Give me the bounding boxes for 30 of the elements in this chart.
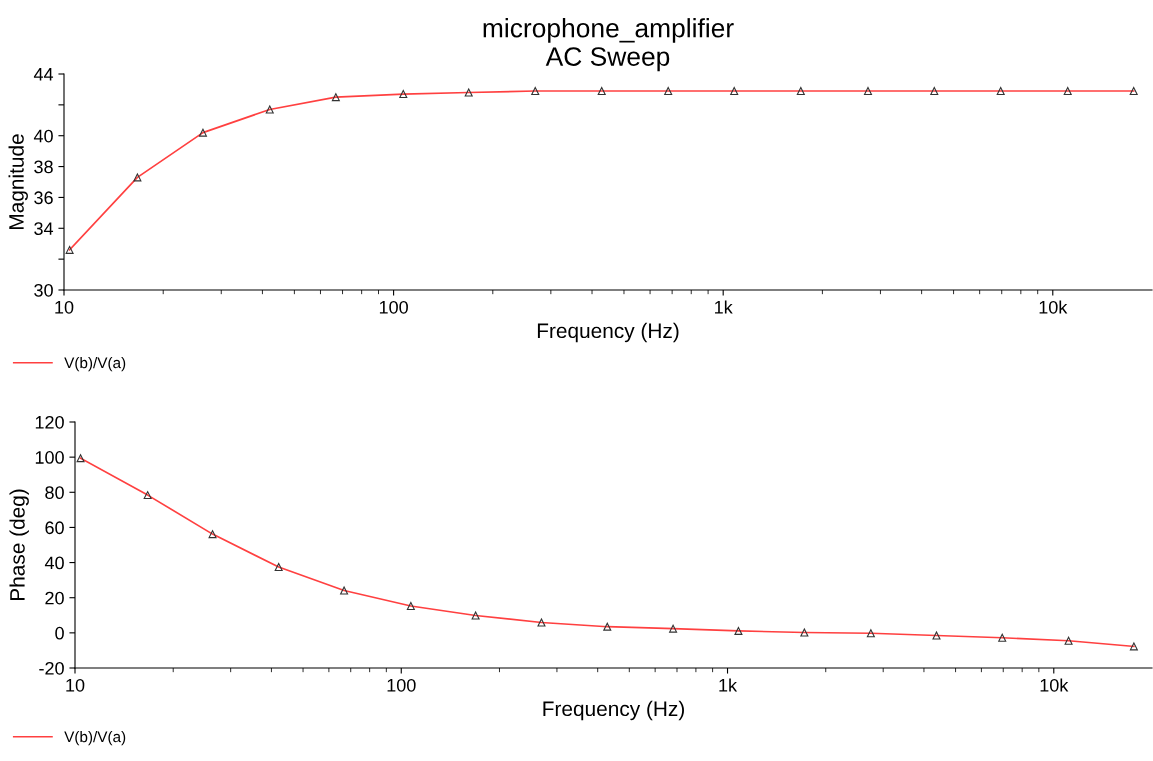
legend-label: V(b)/V(a): [64, 357, 126, 372]
y-tick-label: 0: [55, 626, 64, 640]
y-tick-label: 120: [35, 415, 64, 429]
y-tick-label: 80: [45, 486, 64, 500]
x-tick-label: 10: [55, 300, 74, 314]
y-tick-label: 60: [45, 521, 64, 535]
y-tick-label: 40: [33, 129, 53, 143]
y-tick-label: 38: [34, 160, 53, 174]
y-tick-label: 44: [33, 68, 54, 81]
legend-label: V(b)/V(a): [64, 731, 126, 746]
x-axis-title: Frequency (Hz): [543, 700, 684, 721]
x-tick-label: 100: [387, 678, 416, 692]
y-axis-title: Magnitude: [8, 134, 28, 229]
y-tick-label: 36: [34, 191, 53, 205]
y-tick-label: 20: [45, 591, 64, 605]
chart-title: microphone_amplifier: [483, 18, 734, 43]
x-tick-label: 100: [379, 300, 408, 314]
x-tick-label: 10k: [1040, 678, 1069, 692]
y-tick-label: 30: [34, 283, 53, 297]
x-tick-label: 10: [66, 678, 85, 692]
chart-subtitle: AC Sweep: [545, 47, 670, 72]
y-tick-label: -20: [39, 661, 64, 675]
y-tick-label: 100: [35, 451, 64, 464]
x-tick-label: 1k: [715, 300, 733, 314]
y-tick-label: 40: [44, 556, 64, 570]
x-tick-label: 1k: [719, 678, 738, 692]
x-tick-label: 10k: [1039, 300, 1068, 314]
y-axis-title: Phase (deg): [9, 489, 29, 601]
x-axis-title: Frequency (Hz): [537, 322, 679, 343]
y-tick-label: 34: [34, 222, 54, 236]
